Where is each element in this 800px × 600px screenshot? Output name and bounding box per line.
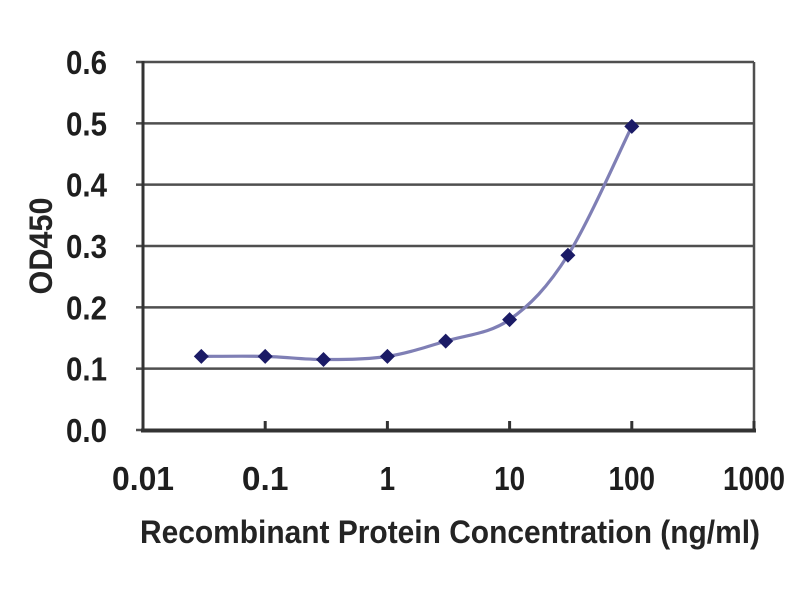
y-axis-title: OD450 — [23, 198, 59, 295]
x-tick-label-0.01: 0.01 — [112, 460, 174, 497]
y-tick-label-0.3: 0.3 — [66, 228, 107, 265]
x-tick-label-10: 10 — [494, 460, 525, 497]
data-point-marker-x10 — [502, 312, 518, 328]
x-tick-label-1: 1 — [380, 460, 396, 497]
x-axis-title: Recombinant Protein Concentration (ng/ml… — [140, 514, 760, 550]
data-point-marker-x100 — [624, 118, 640, 134]
data-point-marker-x1 — [379, 348, 395, 364]
x-tick-label-1000: 1000 — [723, 460, 785, 497]
data-point-marker-x0.3 — [316, 351, 332, 367]
data-point-marker-x30 — [560, 247, 576, 263]
x-tick-label-0.1: 0.1 — [242, 460, 289, 497]
data-point-marker-x3 — [438, 333, 454, 349]
data-point-marker-x0.1 — [257, 348, 273, 364]
series-line — [199, 124, 634, 362]
chart-plot-area: 0.01 0.1 1 10 100 1000 0.0 0.1 0.2 0.3 0.4 0.5 0.6 — [66, 44, 785, 497]
x-tick-label-100: 100 — [609, 460, 656, 497]
y-tick-label-0.4: 0.4 — [66, 167, 108, 204]
y-tick-label-0.2: 0.2 — [66, 289, 107, 326]
y-tick-label-0.6: 0.6 — [66, 44, 107, 81]
y-tick-label-0.1: 0.1 — [66, 351, 107, 388]
y-tick-label-0.0: 0.0 — [66, 412, 107, 449]
y-tick-label-0.5: 0.5 — [66, 105, 107, 142]
data-point-marker-x0.03 — [193, 348, 209, 364]
